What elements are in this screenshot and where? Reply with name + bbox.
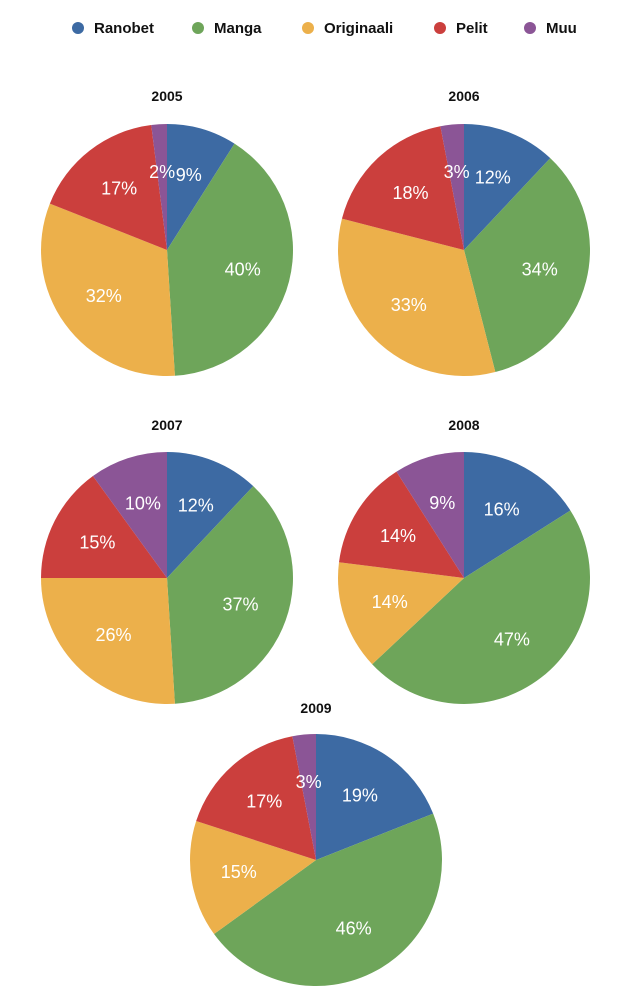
pie-2009-slice-ranobet [316,734,434,860]
legend-swatch [72,22,84,34]
legend-label: Manga [214,20,262,37]
pie-2009-label-muu: 3% [296,772,322,792]
pie-2006: 2006 12% 34% 33% 18% 3% [338,88,590,376]
pie-2006-label-muu: 3% [444,162,470,182]
pie-2009-slice-muu [292,734,316,860]
pies: 2005 9% 40% 32% 17% 2% 2006 12% 34% 33% 18% 3% 2007 1… [41,88,591,986]
legend-item-pelit: Pelit [434,20,488,37]
pie-2009-label-pelit: 17% [246,791,282,811]
pie-2007-slice-pelit [41,476,167,578]
pie-2006-slice-manga [464,158,590,373]
pie-title: 2009 [300,700,331,716]
pie-2005: 2005 9% 40% 32% 17% 2% [41,88,294,376]
pie-2006-slice-originaali [338,218,496,376]
pie-2007-label-muu: 10% [125,494,161,514]
pie-2008-label-originaali: 14% [372,592,408,612]
pie-2006-label-originaali: 33% [391,295,427,315]
legend-label: Muu [546,20,577,37]
pie-title: 2008 [448,417,479,433]
pie-2008-label-ranobet: 16% [484,500,520,520]
pie-2005-slice-pelit [49,124,167,250]
legend-label: Pelit [456,20,488,37]
pie-2005-slice-manga [167,143,294,376]
pie-2009-slice-manga [214,813,442,986]
pie-2008-slice-pelit [338,471,464,578]
pie-2007: 2007 12% 37% 26% 15% 10% [41,417,293,704]
legend-item-originaali: Originaali [302,20,393,37]
pie-2007-slice-manga [167,486,293,704]
pie-title: 2007 [151,417,182,433]
pie-2005-label-originaali: 32% [86,286,122,306]
pie-2008-label-manga: 47% [494,630,530,650]
pie-2009-label-manga: 46% [336,919,372,939]
pie-2009-label-originaali: 15% [221,862,257,882]
legend: Ranobet Manga Originaali Pelit Muu [72,20,577,37]
legend-swatch [192,22,204,34]
pie-2007-label-manga: 37% [222,595,258,615]
pie-2007-label-originaali: 26% [95,625,131,645]
pie-title: 2006 [448,88,479,104]
pie-2005-slice-originaali [41,203,175,376]
pie-2005-label-manga: 40% [225,259,261,279]
pie-2005-slice-muu [151,124,167,250]
pie-2009: 2009 19% 46% 15% 17% 3% [190,700,442,986]
pie-2006-slice-muu [440,124,464,250]
pie-2008-label-pelit: 14% [380,526,416,546]
pie-2008: 2008 16% 47% 14% 14% 9% [337,417,591,704]
pie-2007-slice-ranobet [167,452,254,578]
legend-swatch [302,22,314,34]
pie-2009-slice-pelit [196,736,316,860]
pie-2007-label-ranobet: 12% [178,495,214,515]
pie-title: 2005 [151,88,182,104]
pie-2009-label-ranobet: 19% [342,785,378,805]
legend-label: Originaali [324,20,393,37]
legend-label: Ranobet [94,20,154,37]
legend-swatch [524,22,536,34]
pie-2006-label-pelit: 18% [392,183,428,203]
legend-swatch [434,22,446,34]
legend-item-manga: Manga [192,20,262,37]
legend-item-ranobet: Ranobet [72,20,154,37]
pie-2008-label-muu: 9% [429,493,455,513]
pie-2007-label-pelit: 15% [79,533,115,553]
pie-2007-slice-originaali [41,578,175,704]
pie-2008-slice-ranobet [464,452,571,578]
pie-2006-slice-pelit [341,126,464,250]
pie-2007-slice-muu [92,452,167,578]
pie-2005-label-pelit: 17% [101,178,137,198]
pie-2008-slice-manga [372,510,591,704]
pie-2006-label-ranobet: 12% [475,167,511,187]
pie-2009-slice-originaali [190,821,316,935]
pie-2008-slice-muu [396,452,464,578]
pie-2006-slice-ranobet [464,124,551,250]
pie-2008-slice-originaali [337,562,464,665]
pie-2005-slice-ranobet [167,124,235,250]
pie-2006-label-manga: 34% [522,259,558,279]
legend-item-muu: Muu [524,20,577,37]
pie-2005-label-ranobet: 9% [176,165,202,185]
pie-2005-label-muu: 2% [149,162,175,182]
